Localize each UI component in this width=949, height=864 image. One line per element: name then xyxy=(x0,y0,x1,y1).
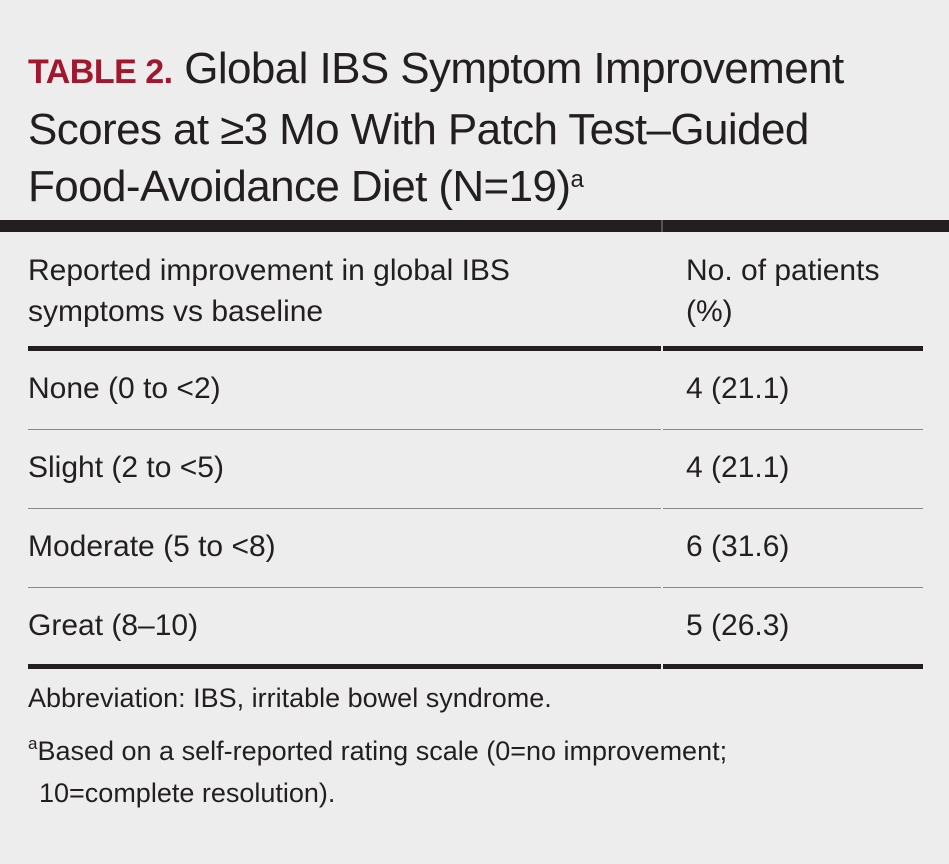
data-table: Reported improvement in global IBS sympt… xyxy=(28,232,923,666)
cell-patients: 5 (26.3) xyxy=(686,609,790,642)
table-label: TABLE 2. xyxy=(28,53,173,91)
title-footnote-marker: a xyxy=(570,166,584,193)
table-row: Moderate (5 to <8) 6 (31.6) xyxy=(28,509,923,589)
header-rule xyxy=(28,346,923,351)
cell-patients: 4 (21.1) xyxy=(686,372,790,405)
footnote-line-1: Based on a self-reported rating scale (0… xyxy=(37,736,728,766)
footnote-line-2: 10=complete resolution). xyxy=(39,778,336,808)
table-title-text: Global IBS Symptom Improvement Scores at… xyxy=(28,44,844,211)
bottom-rule xyxy=(28,664,923,669)
cell-improvement: None (0 to <2) xyxy=(28,372,221,405)
table-header: Reported improvement in global IBS sympt… xyxy=(28,232,923,346)
header-improvement: Reported improvement in global IBS sympt… xyxy=(28,254,510,328)
cell-improvement: Great (8–10) xyxy=(28,609,199,642)
table-row: Slight (2 to <5) 4 (21.1) xyxy=(28,430,923,510)
cell-improvement: Moderate (5 to <8) xyxy=(28,530,276,563)
top-rule xyxy=(0,220,949,232)
rating-scale-footnote: aBased on a self-reported rating scale (… xyxy=(28,730,908,814)
table-row: Great (8–10) 5 (26.3) xyxy=(28,588,923,666)
abbreviation-footnote: Abbreviation: IBS, irritable bowel syndr… xyxy=(28,683,552,713)
footnote-marker: a xyxy=(28,734,38,753)
cell-patients: 4 (21.1) xyxy=(686,451,790,484)
cell-patients: 6 (31.6) xyxy=(686,530,790,563)
header-patients: No. of patients (%) xyxy=(686,254,880,328)
cell-improvement: Slight (2 to <5) xyxy=(28,451,224,484)
table-title: TABLE 2. Global IBS Symptom Improvement … xyxy=(28,40,928,215)
table-row: None (0 to <2) 4 (21.1) xyxy=(28,351,923,431)
